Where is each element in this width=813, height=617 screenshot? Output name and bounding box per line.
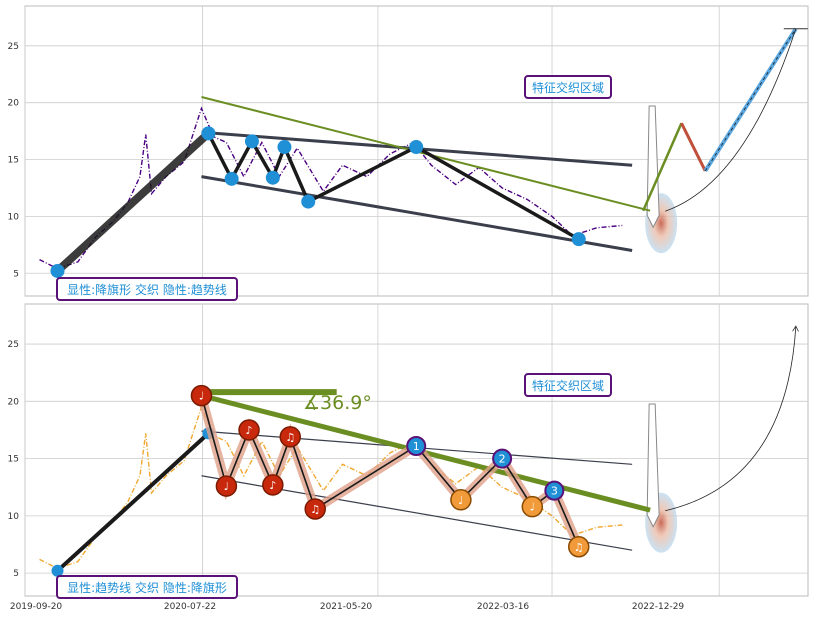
bottom-blue-node-label: 3 [551,485,558,498]
top-panel: 5 10 15 20 25 特征交织区域 显性:降旗形 交织 隐性:趋势线 [8,5,809,301]
bottom-chart-marks: ♩ ♩ ♪ ♪ ♫ ♫ ♩ ♩ ♫ 1 2 3 [39,327,796,577]
bottom-red-node-label: ♪ [269,479,276,492]
bottom-orange-node-label: ♫ [574,541,584,554]
bottom-grid [24,304,808,596]
bottom-zone-label-box: 特征交织区域 [524,373,612,397]
top-pattern-node [201,126,216,141]
x-tick-label: 2019-09-20 [10,602,63,612]
bottom-red-node [304,498,326,520]
bottom-red-node-label: ♩ [199,390,204,403]
bottom-red-node [238,419,260,441]
x-tick-labels: 2019-09-20 2020-07-22 2021-05-20 2022-03… [10,602,685,612]
top-price-line [39,106,623,270]
bottom-y-tick-label: 15 [8,455,19,465]
bottom-panel: 5 10 15 20 25 ♩ ♩ ♪ ♪ ♫ ♫ ♩ ♩ ♫ 1 2 3 ∡36.9° 特征交织区域 显性:… [8,303,809,599]
bottom-orange-node [521,495,544,518]
bottom-zone-pointer [646,403,660,528]
bottom-red-node-label: ♪ [246,424,253,437]
top-projection-drop [680,122,707,172]
top-projection-surge-dash [704,28,797,172]
bottom-blue-node [406,435,427,456]
bottom-blue-node-label: 2 [499,453,506,466]
top-pattern-node [244,134,259,149]
bottom-red-node-label: ♩ [224,480,229,493]
bottom-price-line [39,405,623,570]
top-zone-label: 特征交织区域 [532,80,604,95]
top-pattern-node [265,170,280,185]
top-pattern-node [277,140,292,155]
top-zone-label-border [524,75,612,99]
top-pattern-path [206,132,580,241]
bottom-blue-node [544,480,565,501]
top-pattern-label: 显性:降旗形 交织 隐性:趋势线 [67,282,227,297]
top-pattern-node [224,171,239,186]
top-y-tick-label: 10 [8,212,20,222]
top-y-tick-label: 25 [8,42,19,52]
top-y-tick-label: 20 [8,99,20,109]
top-pattern-label-box: 显性:降旗形 交织 隐性:趋势线 [56,277,238,301]
top-projection-rise [642,122,683,212]
top-pattern-node [50,263,65,278]
bottom-red-node-label: ♫ [310,503,320,516]
bottom-orange-node-label: ♩ [458,494,463,507]
top-pattern-node [409,140,424,155]
top-y-tick-label: 15 [8,156,19,166]
bottom-orange-node [567,536,590,558]
bottom-y-tick-label: 25 [8,340,19,350]
bottom-pattern-label-border [56,575,238,599]
bottom-red-node-label: ♫ [285,431,295,444]
x-tick-label: 2020-07-22 [164,602,216,612]
bottom-red-node [279,426,302,448]
bottom-projection-arc [665,327,796,512]
top-trend-segment [54,130,212,274]
x-tick-label: 2022-03-16 [477,602,530,612]
bottom-zone-label-border [524,373,612,397]
bottom-trend-node [51,564,64,577]
bottom-red-node [215,475,238,497]
bottom-y-tick-label: 10 [8,512,20,522]
bottom-y-tick-label: 5 [13,569,19,579]
bottom-y-tick-labels: 5 10 15 20 25 [8,340,20,579]
bottom-red-node [190,384,213,407]
top-channel-lower [201,175,633,252]
bottom-orange-node [450,489,472,511]
top-zone-label-box: 特征交织区域 [524,75,612,99]
bottom-y-tick-label: 20 [8,397,20,407]
bottom-pattern-label-box: 显性:趋势线 交织 隐性:降旗形 [56,575,238,599]
bottom-blue-node [492,448,513,469]
top-y-tick-labels: 5 10 15 20 25 [8,42,20,279]
top-projection-arc [665,28,797,212]
bottom-pattern-label: 显性:趋势线 交织 隐性:降旗形 [67,580,227,595]
bottom-zone-label: 特征交织区域 [532,378,604,393]
bottom-blue-node-label: 1 [413,440,420,453]
bottom-red-node [262,474,284,496]
x-tick-label: 2022-12-29 [632,602,685,612]
bottom-trend-path [56,431,210,573]
x-tick-label: 2021-05-20 [320,602,373,612]
top-pattern-label-border [56,277,238,301]
top-y-tick-label: 5 [13,269,19,279]
top-pattern-node [301,194,316,209]
angle-label: ∡36.9° [303,392,372,414]
top-pattern-node [571,232,586,247]
top-chart-marks [39,27,808,278]
bottom-orange-node-label: ♩ [530,501,535,514]
